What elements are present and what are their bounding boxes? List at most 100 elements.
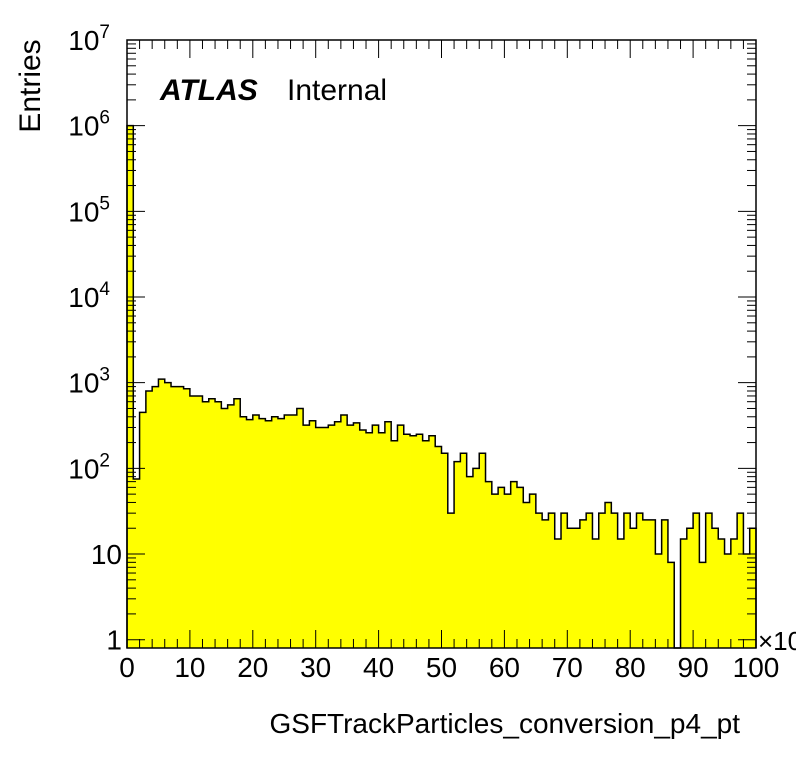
histogram-bin xyxy=(422,440,430,648)
histogram-bars xyxy=(127,125,757,649)
histogram-bin xyxy=(705,513,713,648)
histogram-bin xyxy=(630,528,637,648)
histogram-bin xyxy=(309,420,317,648)
histogram-bin xyxy=(567,528,574,648)
x-tick-label: 60 xyxy=(489,652,520,683)
histogram-bin xyxy=(353,422,361,648)
histogram-bin xyxy=(152,386,159,648)
histogram-bin xyxy=(743,554,751,648)
histogram-bin xyxy=(479,453,486,648)
histogram-bin xyxy=(491,494,499,648)
histogram-bin xyxy=(171,386,178,648)
histogram-bin xyxy=(259,418,266,648)
histogram-bin xyxy=(485,481,493,648)
x-tick-label: 80 xyxy=(615,652,646,683)
histogram-bin xyxy=(284,414,291,648)
x-tick-label: 0 xyxy=(119,652,135,683)
histogram-bin xyxy=(303,425,310,648)
histogram-bin xyxy=(252,414,260,648)
y-tick-label: 106 xyxy=(68,108,110,142)
histogram-bin xyxy=(718,538,725,648)
histogram-bin xyxy=(649,519,656,648)
plot-border xyxy=(126,39,757,649)
histogram-bin xyxy=(561,513,568,648)
histogram-bin xyxy=(586,513,593,648)
histogram-bin xyxy=(435,446,442,648)
x-tick-label: 20 xyxy=(237,652,268,683)
x-axis-label: GSFTrackParticles_conversion_p4_pt xyxy=(269,708,740,739)
y-tick-label: 102 xyxy=(68,450,110,484)
histogram-bin xyxy=(617,538,625,648)
histogram-bin xyxy=(667,562,675,648)
histogram-bin xyxy=(359,430,367,648)
histogram-bin xyxy=(504,494,512,648)
histogram-bin xyxy=(290,414,298,648)
histogram-bin xyxy=(554,538,562,648)
histogram-bin xyxy=(711,528,719,648)
histogram-bin xyxy=(177,386,185,648)
histogram-bin xyxy=(636,513,644,648)
histogram-bin xyxy=(240,416,247,648)
histogram-bin xyxy=(403,434,411,648)
histogram-bin xyxy=(145,390,153,648)
histogram-bin xyxy=(542,519,549,648)
histogram-bin xyxy=(447,513,455,648)
histogram-bin xyxy=(573,528,581,648)
histogram-bin xyxy=(693,513,700,648)
histogram-bin xyxy=(428,435,436,648)
histogram-bin xyxy=(623,513,631,648)
histogram-bin xyxy=(277,418,285,648)
histogram-bin xyxy=(441,453,449,648)
histogram-bin xyxy=(215,401,222,648)
x-axis-ticks: 0 10 20 30 40 50 60 70 80 90 100 xyxy=(119,40,779,683)
y-tick-label: 10 xyxy=(91,539,122,570)
histogram-bin xyxy=(397,425,405,648)
histogram-bin xyxy=(233,398,241,648)
histogram-bin xyxy=(296,408,304,648)
x-tick-label: 90 xyxy=(678,652,709,683)
histogram-bin xyxy=(472,468,480,648)
histogram-bin xyxy=(523,502,530,648)
histogram-bin xyxy=(164,382,172,648)
histogram-bin xyxy=(366,432,373,648)
histogram-bin xyxy=(158,379,166,648)
histogram-outline xyxy=(126,124,757,649)
histogram-bin xyxy=(737,513,744,648)
histogram-bin xyxy=(221,408,229,648)
histogram-bin xyxy=(340,414,348,648)
histogram-bin xyxy=(227,404,235,648)
histogram-bin xyxy=(598,513,606,648)
histogram-bin xyxy=(605,502,612,648)
histogram-bin xyxy=(189,395,197,648)
histogram-bin xyxy=(516,487,524,648)
histogram-bin xyxy=(548,513,556,648)
histogram-bin xyxy=(347,425,354,648)
histogram-bin xyxy=(416,434,424,648)
y-tick-label: 1 xyxy=(106,625,122,656)
histogram-bin xyxy=(246,419,254,648)
x-tick-label: 40 xyxy=(363,652,394,683)
histogram-bin xyxy=(321,427,329,648)
histogram-bin xyxy=(579,519,587,648)
histogram-bin xyxy=(315,427,323,648)
histogram-bin xyxy=(454,461,461,648)
histogram-bin xyxy=(410,435,417,648)
histogram-bin xyxy=(611,513,619,648)
y-tick-label: 107 xyxy=(68,22,110,56)
histogram-bin xyxy=(196,395,203,648)
histogram-bin xyxy=(529,494,537,648)
x-tick-label: 100 xyxy=(733,652,780,683)
histogram-bin xyxy=(686,528,694,648)
y-tick-label: 105 xyxy=(68,193,110,227)
histogram-bin xyxy=(460,453,468,648)
histogram-bin xyxy=(202,401,210,648)
histogram-bin xyxy=(334,421,342,648)
histogram-bin xyxy=(391,440,398,648)
histogram-bin xyxy=(680,538,688,648)
histogram-bin xyxy=(265,420,273,648)
histogram-bin xyxy=(384,421,392,648)
histogram-bin xyxy=(642,519,650,648)
histogram-bin xyxy=(498,487,505,648)
x-tick-label: 10 xyxy=(174,652,205,683)
